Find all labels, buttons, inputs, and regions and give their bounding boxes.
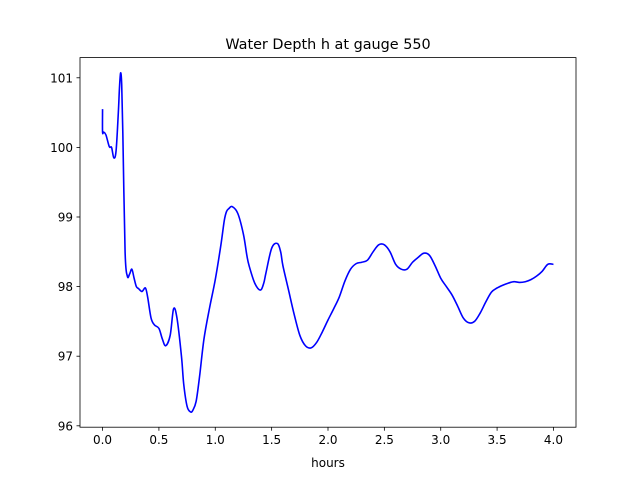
y-tick-label: 100 <box>50 141 73 155</box>
y-tick-label: 96 <box>58 419 73 433</box>
x-tick-label: 0.5 <box>149 433 168 447</box>
chart-title: Water Depth h at gauge 550 <box>225 37 430 53</box>
y-tick-label: 101 <box>50 71 73 85</box>
x-tick-label: 4.0 <box>544 433 563 447</box>
y-tick-label: 98 <box>58 280 73 294</box>
x-tick-label: 0.0 <box>93 433 112 447</box>
x-tick-label: 3.5 <box>488 433 507 447</box>
y-tick-label: 99 <box>58 210 73 224</box>
x-tick-label: 1.5 <box>262 433 281 447</box>
x-tick-label: 2.0 <box>318 433 337 447</box>
ticks-layer: 0.0 0.5 1.0 1.5 2.0 2.5 3.0 3.5 4.0 96 97 98 99 100 10… <box>50 71 563 447</box>
x-tick-label: 2.5 <box>375 433 394 447</box>
x-tick-label: 1.0 <box>206 433 225 447</box>
x-tick-label: 3.0 <box>431 433 450 447</box>
data-layer <box>101 72 554 414</box>
plot-frame <box>79 57 577 428</box>
x-axis-label: hours <box>311 456 345 470</box>
series-line <box>101 72 554 414</box>
y-tick-label: 97 <box>58 350 73 364</box>
plot-area <box>80 57 576 428</box>
